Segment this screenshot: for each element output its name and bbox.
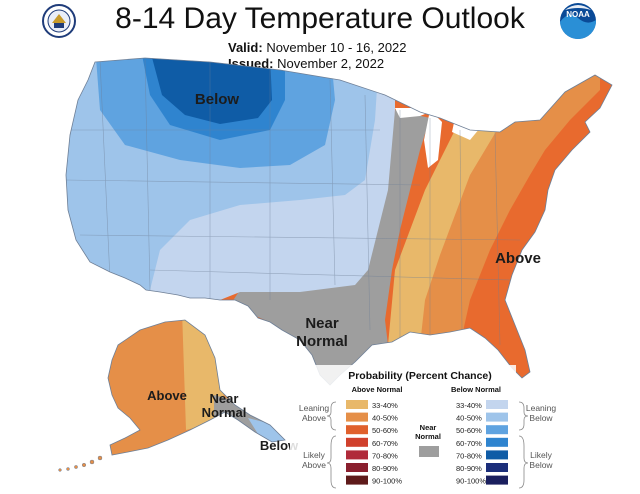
noaa-logo-text: NOAA <box>566 10 590 19</box>
legend-above-swatch <box>346 450 368 460</box>
legend-above-header: Above Normal <box>352 385 403 394</box>
legend-below-range-label: 33-40% <box>456 401 482 410</box>
legend-below-header: Below Normal <box>451 385 501 394</box>
region-near-normal <box>230 110 430 385</box>
legend-above-range-label: 80-90% <box>372 464 398 473</box>
region-above-40-50 <box>392 60 600 345</box>
label-below: Below <box>195 91 240 108</box>
legend-above-swatch <box>346 475 368 485</box>
state-boundaries <box>66 59 521 346</box>
region-above-33-40 <box>388 110 500 345</box>
label-near-line2: Normal <box>296 333 348 350</box>
label-ak-below: Below <box>260 438 299 453</box>
valid-line: Valid: November 10 - 16, 2022 <box>228 40 407 55</box>
legend-background <box>290 365 516 491</box>
legend-below-swatches: 33-40% 40-50% 50-60% 60-70% 70-80% 80-90% 90-1… <box>456 400 508 486</box>
legend-above-swatch <box>346 463 368 472</box>
legend-above-range-label: 90-100% <box>372 477 402 486</box>
legend-likely-below-1: Likely <box>530 450 552 460</box>
legend-title: Probability (Percent Chance) <box>348 370 492 382</box>
legend-below-range-label: 60-70% <box>456 439 482 448</box>
noaa-logo-icon: NOAA <box>560 3 597 40</box>
legend-above-swatch <box>346 437 368 447</box>
doc-seal-icon <box>42 4 76 38</box>
valid-dates: November 10 - 16, 2022 <box>266 40 407 55</box>
legend-below-range-label: 40-50% <box>456 414 482 423</box>
aleutian-islands <box>58 455 103 472</box>
legend-below-range-label: 90-100% <box>456 477 486 486</box>
legend-braces <box>326 401 529 489</box>
valid-label: Valid: <box>228 40 263 55</box>
conus-outline <box>65 57 613 386</box>
legend-below-range-label: 70-80% <box>456 451 482 460</box>
label-ak-near-line1: Near <box>210 391 239 406</box>
legend-above-swatch <box>346 400 368 409</box>
label-near-line1: Near <box>305 315 339 332</box>
conus-map <box>66 58 612 385</box>
legend-below-range-label: 80-90% <box>456 464 482 473</box>
legend-leaning-below-1: Leaning <box>526 403 557 413</box>
legend-near-line1: Near <box>420 423 437 432</box>
legend-below-swatch <box>486 412 508 422</box>
legend-likely-above-2: Above <box>302 460 326 470</box>
legend: Probability (Percent Chance) Above Norma… <box>290 365 556 491</box>
legend-leaning-below-2: Below <box>529 413 553 423</box>
page-title: 8-14 Day Temperature Outlook <box>115 2 525 35</box>
legend-below-swatch <box>486 400 508 409</box>
legend-above-swatches: 33-40% 40-50% 50-60% 60-70% 70-80% 80-90% 90-1… <box>346 400 402 486</box>
legend-above-swatch <box>346 425 368 435</box>
lake-michigan <box>424 110 442 168</box>
legend-below-swatch <box>486 425 508 435</box>
issued-line: Issued: November 2, 2022 <box>228 56 384 71</box>
legend-below-swatch <box>486 475 508 485</box>
label-ak-near-line2: Normal <box>202 405 247 420</box>
legend-above-range-label: 70-80% <box>372 451 398 460</box>
label-ak-above: Above <box>147 388 187 403</box>
legend-above-swatch <box>346 412 368 422</box>
legend-leaning-above-1: Leaning <box>299 403 330 413</box>
legend-above-range-label: 40-50% <box>372 414 398 423</box>
legend-likely-below-2: Below <box>529 460 553 470</box>
legend-near-line2: Normal <box>415 432 441 441</box>
issued-date: November 2, 2022 <box>277 56 385 71</box>
legend-above-range-label: 60-70% <box>372 439 398 448</box>
legend-likely-above-1: Likely <box>303 450 325 460</box>
legend-above-range-label: 33-40% <box>372 401 398 410</box>
legend-leaning-above-2: Above <box>302 413 326 423</box>
legend-below-swatch <box>486 463 508 472</box>
alaska-outline <box>107 319 286 456</box>
region-below-70-80 <box>150 58 272 124</box>
legend-near-swatch <box>419 446 439 457</box>
label-above: Above <box>495 250 541 267</box>
legend-above-range-label: 50-60% <box>372 426 398 435</box>
legend-below-range-label: 50-60% <box>456 426 482 435</box>
legend-below-swatch <box>486 450 508 460</box>
legend-below-swatch <box>486 437 508 447</box>
